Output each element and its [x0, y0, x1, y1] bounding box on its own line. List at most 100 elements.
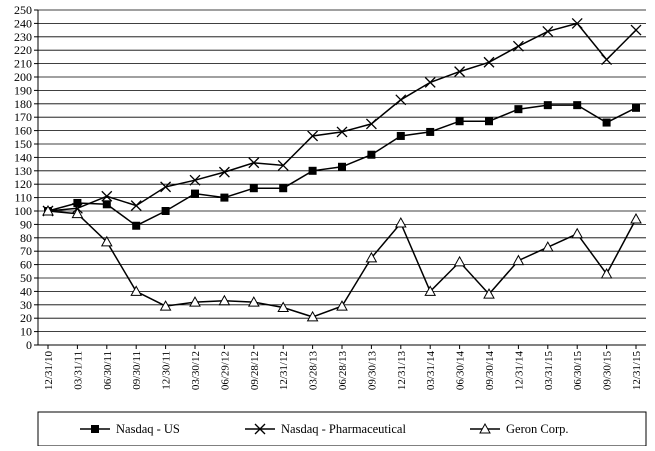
y-tick-label: 220: [14, 43, 32, 57]
x-tick-label: 12/31/13: [396, 351, 408, 391]
x-tick-label: 12/31/12: [278, 351, 290, 390]
y-tick-label: 40: [20, 284, 32, 298]
series-2-point: [189, 296, 201, 307]
series-1-point: [365, 118, 377, 130]
x-tick-label: 03/31/11: [72, 351, 84, 390]
x-tick-label: 09/30/15: [602, 351, 614, 391]
series-1-point: [512, 40, 524, 52]
series-1-point: [424, 76, 436, 88]
series-0-point: [338, 162, 346, 171]
y-tick-label: 90: [20, 217, 32, 231]
y-tick-label: 110: [14, 191, 32, 205]
x-tick-label: 12/31/15: [631, 351, 643, 391]
series-0-point: [73, 198, 82, 207]
series-0-point: [485, 117, 493, 126]
x-tick-label: 03/28/13: [308, 351, 320, 391]
x-tick-label: 03/30/12: [190, 351, 202, 390]
y-tick-label: 50: [20, 271, 32, 285]
series-1-point: [542, 25, 554, 37]
series-1-point: [130, 200, 142, 212]
series-2-point: [42, 204, 54, 216]
x-tick-label: 12/31/10: [43, 351, 55, 391]
y-tick-label: 230: [14, 30, 32, 44]
y-tick-label: 160: [14, 124, 32, 138]
series-0-point: [102, 200, 111, 209]
x-tick-label: 06/30/11: [102, 351, 114, 390]
y-tick-label: 140: [14, 150, 32, 164]
series-1-point: [571, 17, 583, 29]
series-0-point: [367, 150, 376, 159]
series-1-point: [601, 54, 613, 66]
legend-marker-1: [254, 423, 266, 435]
series-0-point: [161, 207, 170, 215]
x-tick-label: 03/31/15: [543, 351, 555, 391]
y-tick-label: 240: [14, 16, 32, 30]
series-0-point: [543, 101, 552, 110]
series-2-point: [277, 301, 290, 312]
series-2-point: [571, 227, 584, 239]
y-tick-label: 30: [20, 298, 32, 312]
series-2-point: [394, 217, 407, 228]
series-1-point: [189, 174, 201, 186]
series-1-point: [248, 157, 260, 169]
y-tick-label: 80: [20, 231, 32, 245]
series-1-point: [160, 181, 172, 193]
y-tick-label: 210: [14, 57, 32, 71]
series-2-point: [336, 300, 348, 311]
y-tick-label: 200: [14, 70, 32, 84]
x-tick-label: 09/30/11: [131, 351, 143, 390]
series-1-point: [277, 159, 289, 171]
x-tick-label: 12/31/14: [513, 351, 525, 391]
series-1-point: [101, 190, 113, 202]
x-tick-label: 06/30/15: [572, 351, 584, 391]
series-2-point: [71, 207, 84, 219]
series-0-point: [455, 117, 464, 126]
x-tick-label: 06/30/14: [455, 351, 467, 391]
x-tick-label: 03/31/14: [425, 351, 437, 391]
series-2-point: [630, 213, 642, 224]
series-2-point: [453, 255, 466, 267]
legend-label-2: Geron Corp.: [506, 422, 569, 436]
legend-label-0: Nasdaq - US: [116, 422, 180, 436]
series-0-point: [426, 127, 435, 136]
y-tick-label: 250: [14, 3, 32, 17]
series-0-point: [220, 193, 229, 202]
series-0-point: [396, 131, 405, 140]
y-tick-label: 60: [20, 258, 32, 272]
y-tick-label: 190: [14, 83, 32, 97]
series-0-point: [279, 184, 288, 193]
series-2-point: [424, 285, 437, 296]
x-tick-label: 06/29/12: [219, 351, 231, 390]
series-0-point: [573, 101, 582, 110]
series-0-point: [514, 105, 523, 114]
series-2-point: [541, 241, 554, 252]
series-1-point: [307, 130, 319, 142]
series-0-point: [632, 103, 640, 112]
series-1-point: [454, 66, 466, 78]
series-2-point: [218, 294, 231, 306]
series-1-point: [630, 24, 642, 36]
x-tick-label: 09/30/14: [484, 351, 496, 391]
series-1-point: [336, 126, 348, 138]
series-0-point: [308, 166, 317, 175]
y-tick-label: 70: [20, 244, 32, 258]
x-tick-label: 09/28/12: [249, 351, 261, 390]
legend-marker-0: [91, 425, 99, 433]
series-2-point: [483, 288, 495, 299]
legend-label-1: Nasdaq - Pharmaceutical: [281, 422, 406, 436]
y-tick-label: 170: [14, 110, 32, 124]
y-tick-label: 130: [14, 164, 32, 178]
series-2-point: [159, 300, 172, 311]
y-tick-label: 100: [14, 204, 32, 218]
y-tick-label: 20: [20, 311, 32, 325]
y-tick-label: 120: [14, 177, 32, 191]
x-tick-label: 09/30/13: [366, 351, 378, 391]
series-0-point: [132, 221, 141, 230]
series-2-point: [247, 296, 260, 307]
x-tick-label: 12/30/11: [161, 351, 173, 390]
series-2-point: [130, 285, 143, 296]
y-tick-label: 0: [26, 338, 32, 352]
legend-marker-2: [479, 422, 491, 434]
